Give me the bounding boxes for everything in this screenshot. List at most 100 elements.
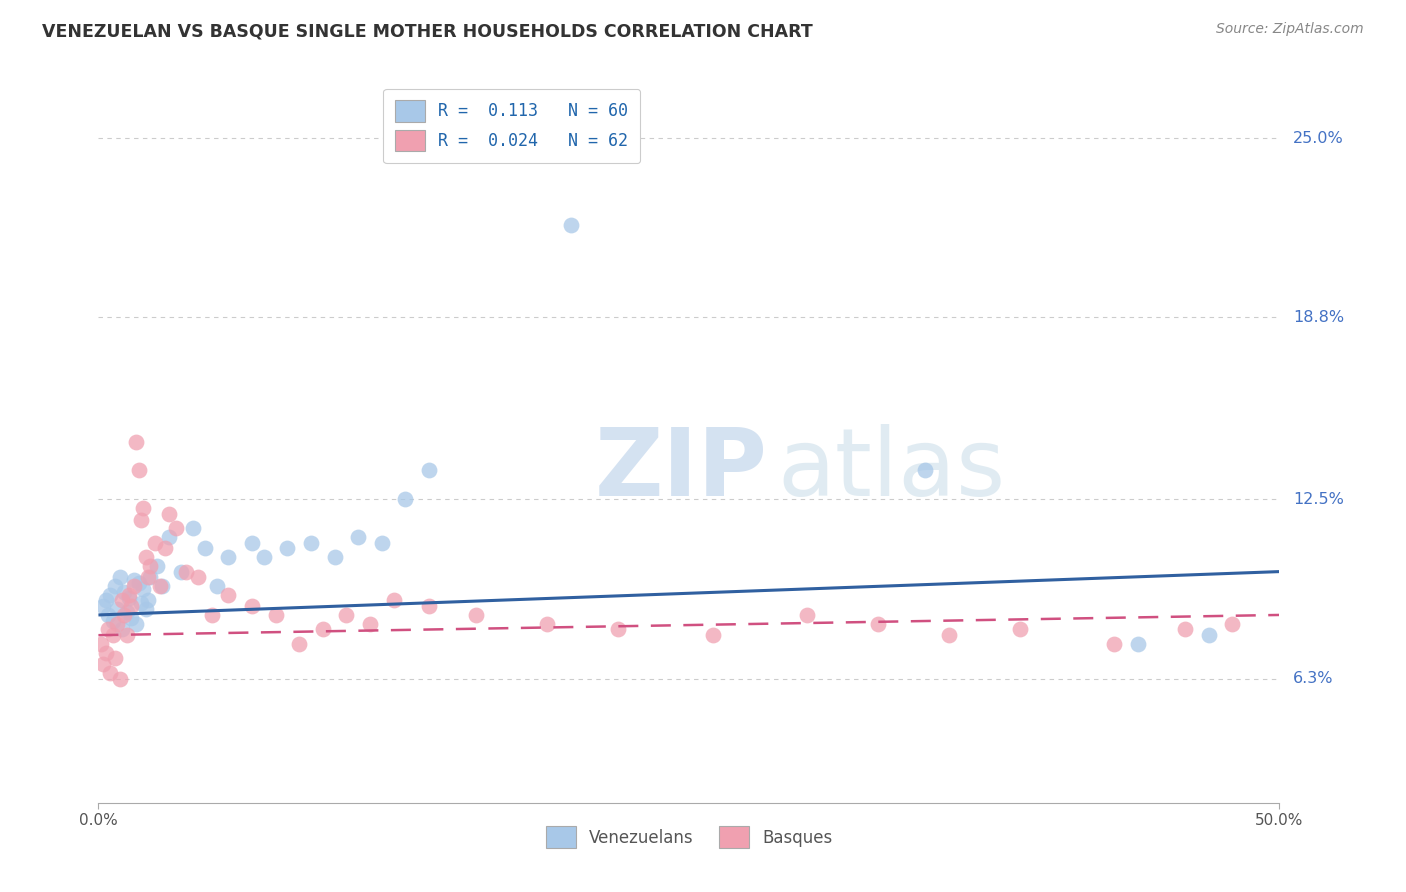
- Point: [796, 607, 818, 622]
- Point: [217, 550, 239, 565]
- Point: [125, 616, 148, 631]
- Point: [382, 593, 405, 607]
- Point: [194, 541, 217, 556]
- Point: [101, 614, 124, 628]
- Point: [139, 570, 162, 584]
- Point: [136, 593, 159, 607]
- Point: [359, 616, 381, 631]
- Point: [205, 579, 228, 593]
- Point: [118, 588, 141, 602]
- Text: 25.0%: 25.0%: [1294, 130, 1344, 145]
- Point: [108, 672, 131, 686]
- Point: [91, 599, 114, 614]
- Point: [170, 565, 193, 579]
- Point: [1198, 628, 1220, 642]
- Point: [240, 599, 263, 614]
- Point: [132, 501, 155, 516]
- Legend: Venezuelans, Basques: Venezuelans, Basques: [534, 814, 844, 860]
- Point: [98, 665, 121, 680]
- Point: [104, 651, 127, 665]
- Point: [153, 541, 176, 556]
- Text: ZIP: ZIP: [595, 425, 768, 516]
- Point: [108, 570, 131, 584]
- Point: [112, 607, 135, 622]
- Text: Source: ZipAtlas.com: Source: ZipAtlas.com: [1216, 22, 1364, 37]
- Point: [115, 628, 138, 642]
- Point: [101, 628, 124, 642]
- Point: [136, 570, 159, 584]
- Point: [122, 579, 145, 593]
- Text: 18.8%: 18.8%: [1294, 310, 1344, 325]
- Point: [1008, 623, 1031, 637]
- Point: [135, 602, 157, 616]
- Point: [132, 582, 155, 596]
- Point: [240, 535, 263, 549]
- Point: [174, 565, 197, 579]
- Point: [938, 628, 960, 642]
- Point: [335, 607, 357, 622]
- Point: [312, 623, 335, 637]
- Point: [118, 591, 141, 605]
- Point: [1102, 637, 1125, 651]
- Point: [181, 521, 204, 535]
- Point: [129, 512, 152, 526]
- Point: [157, 507, 180, 521]
- Point: [149, 579, 172, 593]
- Point: [139, 558, 162, 573]
- Point: [323, 550, 346, 565]
- Point: [98, 588, 121, 602]
- Point: [371, 535, 394, 549]
- Point: [157, 530, 180, 544]
- Point: [560, 218, 582, 232]
- Text: atlas: atlas: [778, 425, 1005, 516]
- Point: [129, 596, 152, 610]
- Point: [122, 574, 145, 588]
- Point: [146, 558, 169, 573]
- Point: [299, 535, 322, 549]
- Point: [112, 584, 135, 599]
- Point: [128, 463, 150, 477]
- Point: [104, 579, 127, 593]
- Point: [702, 628, 724, 642]
- Point: [394, 492, 416, 507]
- Point: [121, 599, 143, 614]
- Point: [866, 616, 889, 631]
- Point: [914, 463, 936, 477]
- Point: [94, 593, 117, 607]
- Point: [253, 550, 276, 565]
- Point: [125, 434, 148, 449]
- Point: [418, 463, 440, 477]
- Point: [347, 530, 370, 544]
- Point: [115, 605, 138, 619]
- Point: [121, 611, 143, 625]
- Point: [264, 607, 287, 622]
- Point: [1220, 616, 1243, 631]
- Point: [90, 637, 112, 651]
- Point: [418, 599, 440, 614]
- Point: [91, 657, 114, 671]
- Point: [97, 623, 120, 637]
- Point: [187, 570, 209, 584]
- Text: 6.3%: 6.3%: [1294, 671, 1334, 686]
- Point: [536, 616, 558, 631]
- Point: [1174, 623, 1197, 637]
- Point: [607, 623, 630, 637]
- Point: [217, 588, 239, 602]
- Text: VENEZUELAN VS BASQUE SINGLE MOTHER HOUSEHOLDS CORRELATION CHART: VENEZUELAN VS BASQUE SINGLE MOTHER HOUSE…: [42, 22, 813, 40]
- Point: [150, 579, 173, 593]
- Point: [1126, 637, 1149, 651]
- Point: [111, 623, 134, 637]
- Point: [105, 616, 128, 631]
- Point: [143, 535, 166, 549]
- Point: [276, 541, 298, 556]
- Point: [94, 646, 117, 660]
- Point: [111, 593, 134, 607]
- Text: 12.5%: 12.5%: [1294, 491, 1344, 507]
- Point: [165, 521, 187, 535]
- Point: [465, 607, 488, 622]
- Point: [135, 550, 157, 565]
- Point: [201, 607, 224, 622]
- Point: [128, 576, 150, 591]
- Point: [97, 607, 120, 622]
- Point: [288, 637, 311, 651]
